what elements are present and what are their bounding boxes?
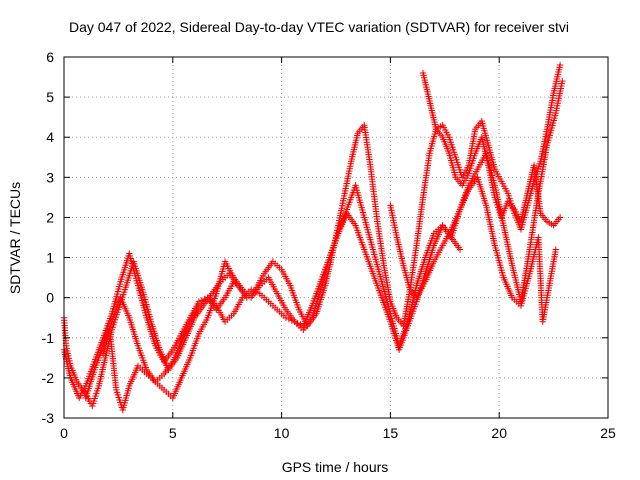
x-tick-label: 10	[274, 425, 290, 441]
axis-ticks: 0 5 10 15 20 25 -3 -2 -1 0 1 2 3 4 5 6	[42, 49, 616, 441]
x-axis-label: GPS time / hours	[282, 459, 389, 475]
data-point	[253, 289, 261, 296]
x-tick-label: 0	[60, 425, 68, 441]
series-track-f	[387, 174, 559, 325]
series-track-c	[82, 210, 464, 402]
y-tick-label: -1	[42, 330, 55, 346]
y-tick-label: 0	[46, 290, 54, 306]
data-point	[552, 246, 559, 253]
x-tick-label: 25	[600, 425, 616, 441]
x-tick-label: 15	[383, 425, 399, 441]
y-tick-label: 1	[46, 250, 54, 266]
data-point	[559, 77, 566, 85]
data-point	[294, 319, 301, 327]
y-tick-label: 4	[46, 129, 54, 145]
data-marks	[60, 61, 566, 414]
y-tick-label: 6	[46, 49, 54, 65]
data-point	[285, 315, 293, 323]
plot-frame	[63, 56, 609, 419]
data-point	[456, 246, 464, 253]
y-tick-label: -2	[42, 370, 55, 386]
series-track-e	[419, 61, 564, 233]
data-point	[201, 295, 208, 303]
chart-title: Day 047 of 2022, Sidereal Day-to-day VTE…	[69, 19, 569, 35]
x-tick-label: 20	[491, 425, 507, 441]
data-point	[556, 61, 564, 69]
y-axis-label: SDTVAR / TECUs	[7, 182, 23, 294]
data-point	[291, 318, 298, 325]
y-tick-label: 5	[46, 89, 54, 105]
y-tick-label: -3	[42, 410, 55, 426]
data-point	[288, 317, 295, 324]
data-point	[250, 287, 258, 295]
data-point	[239, 286, 246, 293]
data-point	[282, 314, 290, 321]
grid-lines	[64, 57, 608, 418]
data-point	[297, 321, 304, 328]
y-tick-label: 3	[46, 169, 54, 185]
data-point	[556, 214, 564, 221]
data-point	[247, 286, 255, 293]
y-tick-label: 2	[46, 209, 54, 225]
data-point	[198, 297, 206, 304]
series-track-d	[99, 258, 246, 414]
x-tick-label: 5	[169, 425, 177, 441]
